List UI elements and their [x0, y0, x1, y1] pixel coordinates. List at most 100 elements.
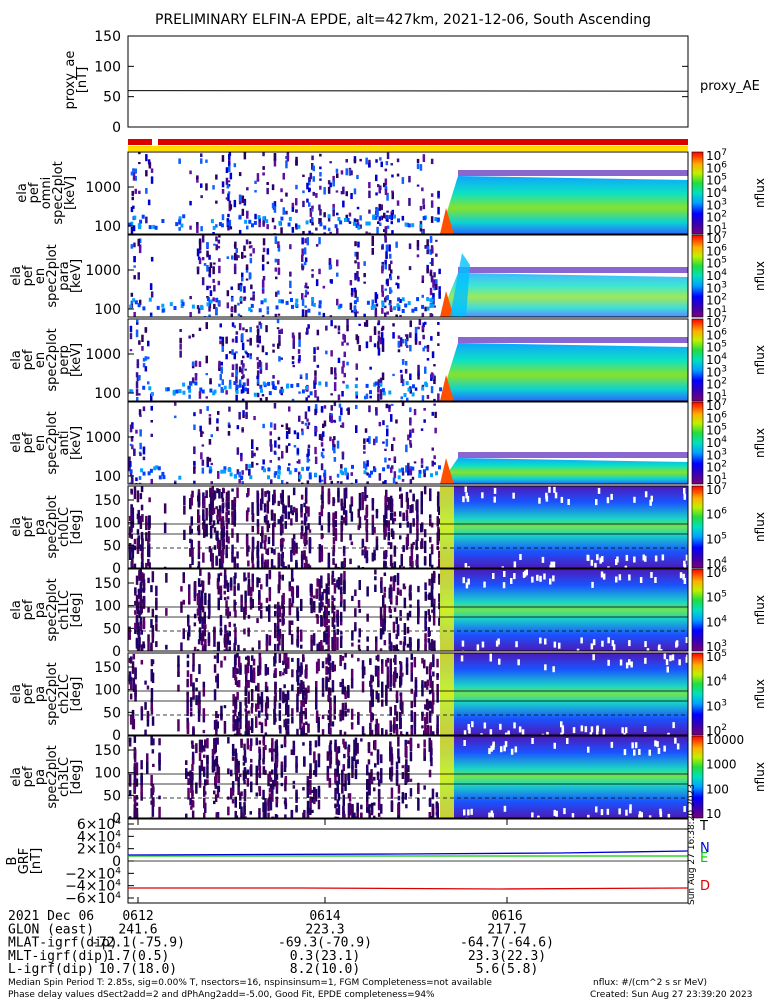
energy-panel-2-noise-pixel — [240, 360, 244, 365]
pitch-panel-0-noise-pixel — [332, 522, 336, 533]
pitch-panel-3-noise-pixel — [292, 780, 296, 785]
energy-panel-2-noise-pixel — [316, 346, 320, 350]
pitch-panel-1-noise-pixel — [366, 645, 369, 651]
pitch-panel-0-noise-pixel — [290, 549, 293, 562]
pitch-panel-0-noise-pixel — [332, 512, 335, 521]
ephem-row-value: 10.7(18.0) — [99, 962, 177, 977]
pitch-panel-2-noise-pixel — [339, 682, 342, 688]
pitch-panel-0-noise-pixel — [211, 553, 214, 566]
energy-panel-2-noise-pixel — [314, 382, 317, 385]
pitch-panel-3-noise-pixel — [360, 738, 363, 742]
energy-panel-3-lowband-pixel — [411, 466, 415, 471]
energy-panel-2-noise-pixel — [313, 381, 316, 389]
energy-panel-2-noise-pixel — [305, 373, 308, 380]
pitch-panel-0-noise-pixel — [183, 495, 186, 506]
ephem-row-value: 217.7 — [487, 922, 526, 937]
pitch-panel-1-noise-pixel — [223, 590, 226, 595]
pitch-panel-3-noise-pixel — [303, 760, 306, 766]
energy-panel-1-noise-pixel — [306, 240, 309, 246]
energy-panel-1-noise-pixel — [277, 290, 280, 295]
pitch-panel-1-colorbar-tick: 104 — [706, 614, 727, 629]
pitch-panel-1-noise-pixel — [134, 610, 137, 615]
energy-panel-3-noise-pixel — [385, 438, 389, 447]
energy-panel-2-noise-pixel — [431, 351, 435, 359]
pitch-panel-2-noise-pixel — [258, 654, 262, 663]
energy-panel-2-noise-pixel — [400, 379, 403, 383]
pitch-panel-3-noise-pixel — [337, 773, 341, 785]
pitch-panel-2-noise-pixel — [150, 688, 154, 701]
energy-panel-3-lowband-pixel — [398, 468, 402, 473]
pitch-panel-3-noise-pixel — [243, 805, 246, 815]
pitch-panel-0-noise-pixel — [423, 540, 427, 554]
energy-panel-2-noise-pixel — [341, 341, 344, 346]
energy-panel-2-frame — [127, 318, 689, 402]
pitch-panel-0-noise-pixel — [334, 563, 338, 568]
energy-panel-1-noise-pixel — [289, 271, 292, 277]
energy-panel-3-lowband-pixel — [267, 475, 270, 480]
energy-panel-3-noise-pixel — [208, 457, 212, 462]
energy-panel-0-noise-pixel — [375, 192, 378, 196]
pitch-panel-3-gap-pixel — [531, 812, 534, 818]
energy-panel-2-noise-pixel — [433, 376, 436, 385]
pitch-panel-0-noise-pixel — [128, 526, 132, 538]
pitch-panel-1-noise-pixel — [396, 649, 400, 651]
pitch-panel-2-noise-pixel — [233, 733, 237, 735]
energy-panel-2-noise-pixel — [258, 337, 261, 340]
pitch-panel-1-noise-pixel — [268, 570, 272, 578]
energy-panel-1-noise-pixel — [230, 313, 233, 317]
pitch-panel-1-noise-pixel — [188, 599, 191, 605]
energy-panel-1-lowband-pixel — [311, 297, 315, 301]
pitch-panel-0-noise-pixel — [197, 509, 200, 519]
energy-panel-3-noise-pixel — [431, 411, 434, 416]
pitch-panel-2-colorbar — [691, 652, 704, 736]
energy-panel-2-noise-pixel — [231, 349, 234, 355]
energy-panel-2-noise-pixel — [401, 339, 405, 344]
pitch-panel-1-noise-pixel — [428, 631, 431, 637]
pitch-panel-0-noise-pixel — [260, 542, 263, 549]
energy-panel-3-lowband-pixel — [208, 466, 212, 471]
pitch-panel-2-colorbar-tick: 104 — [706, 674, 727, 689]
energy-panel-2-noise-pixel — [242, 355, 245, 359]
pitch-panel-1-noise-pixel — [207, 572, 211, 585]
pitch-panel-1-noise-pixel — [383, 592, 386, 598]
pitch-panel-2-noise-pixel — [186, 678, 189, 688]
pitch-panel-2-noise-pixel — [371, 713, 374, 721]
energy-panel-3-noise-pixel — [238, 478, 241, 484]
energy-panel-1-noise-pixel — [336, 272, 339, 277]
energy-panel-2-noise-pixel — [135, 389, 139, 396]
pitch-panel-2-noise-pixel — [344, 702, 347, 711]
energy-panel-0-lowband-pixel — [178, 219, 182, 224]
pitch-panel-2-noise-pixel — [245, 656, 248, 660]
pitch-panel-0-noise-pixel — [183, 505, 186, 515]
energy-panel-1-noise-pixel — [261, 289, 265, 294]
pitch-panel-3-noise-pixel — [264, 813, 267, 817]
pitch-panel-3-noise-pixel — [203, 812, 206, 818]
energy-panel-0-lowband-pixel — [337, 217, 341, 221]
pitch-panel-1-noise-pixel — [325, 632, 328, 645]
energy-panel-2-noise-pixel — [346, 325, 349, 332]
bgrf-ytick-label: −6×104 — [65, 891, 121, 907]
pitch-panel-3-noise-pixel — [431, 788, 435, 800]
energy-panel-0-lowband-pixel — [357, 225, 361, 230]
pitch-panel-1-noise-pixel — [333, 578, 336, 582]
pitch-panel-2-noise-pixel — [247, 720, 250, 729]
coverage-yellow-bar — [128, 146, 688, 151]
energy-panel-0-lowband-pixel — [367, 221, 371, 226]
energy-panel-0-noise-pixel — [375, 159, 378, 163]
pitch-panel-2-ylabel-line: ch2LC — [57, 674, 72, 714]
energy-panel-2-noise-pixel — [209, 378, 212, 385]
pitch-panel-1-noise-pixel — [354, 608, 357, 617]
energy-panel-3-noise-pixel — [129, 472, 133, 476]
pitch-panel-3-noise-pixel — [258, 808, 261, 815]
pitch-panel-3-noise-pixel — [191, 810, 195, 818]
pitch-panel-2-noise-pixel — [350, 668, 354, 680]
energy-panel-1-noise-pixel — [322, 312, 326, 317]
energy-panel-3-frame — [127, 401, 689, 485]
pitch-panel-1-noise-pixel — [300, 644, 303, 649]
pitch-panel-0-gap-pixel — [661, 554, 665, 561]
pitch-panel-0-onset-stripe — [440, 486, 454, 568]
pitch-panel-1-noise-pixel — [208, 593, 211, 607]
pitch-panel-3-noise-pixel — [367, 759, 371, 765]
pitch-panel-3-gap-pixel — [631, 742, 634, 749]
pitch-panel-0-noise-pixel — [279, 493, 283, 499]
